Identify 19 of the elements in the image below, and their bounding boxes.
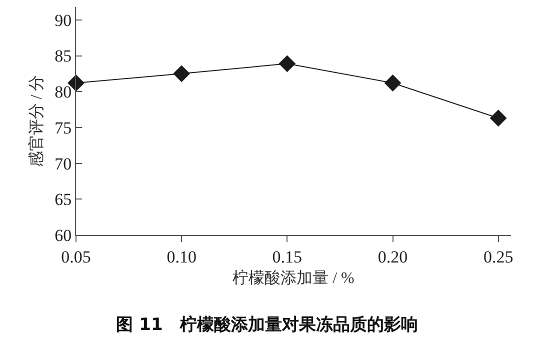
x-tick-label: 0.05 <box>61 247 91 266</box>
y-axis-title: 感官评分 / 分 <box>28 74 46 168</box>
point <box>490 110 507 127</box>
y-tick-label: 85 <box>54 46 72 66</box>
y-tick-label: 90 <box>54 10 72 30</box>
x-tick-label: 0.10 <box>166 247 196 266</box>
x-tick-label: 0.15 <box>272 247 302 266</box>
point <box>278 55 296 72</box>
y-tick-label: 70 <box>54 154 72 174</box>
point <box>384 74 402 92</box>
y-tick-label: 75 <box>54 118 72 138</box>
y-tick-label: 60 <box>54 226 72 245</box>
x-axis-title: 柠檬酸添加量 / % <box>232 269 354 288</box>
x-tick-label: 0.25 <box>483 247 514 266</box>
x-tick-label: 0.20 <box>378 247 408 266</box>
y-tick-label: 65 <box>54 190 72 210</box>
text: 图 11 柠檬酸添加量对果冻品质的影响 <box>116 314 418 335</box>
point <box>173 65 190 82</box>
y-tick-label: 80 <box>54 82 72 102</box>
